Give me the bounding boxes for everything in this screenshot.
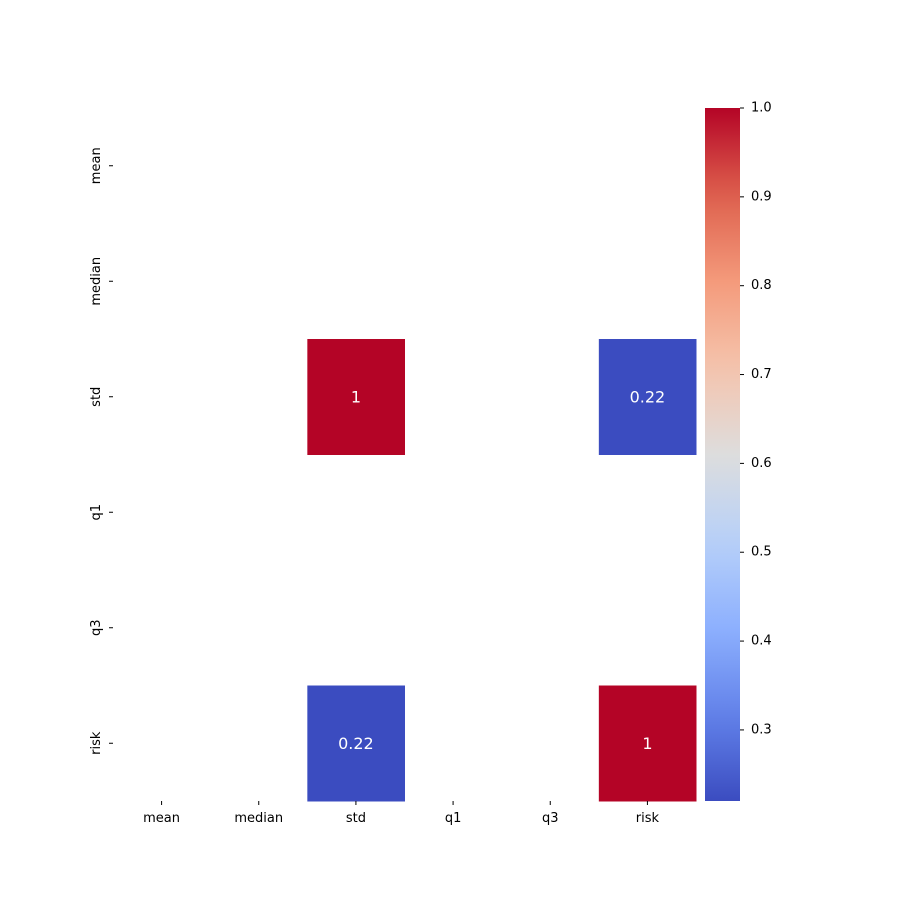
x-tick-label: mean xyxy=(143,811,180,826)
y-tick-label: std xyxy=(89,387,104,407)
heatmap-cell-std-std xyxy=(307,339,405,455)
cell-annotation: 0.22 xyxy=(338,734,374,753)
cell-annotation: 0.22 xyxy=(630,387,666,406)
colorbar: 0.3 0.4 0.5 0.6 0.7 0.8 0.9 1.0 xyxy=(705,101,772,801)
x-tick-label: risk xyxy=(636,811,660,826)
heatmap-cell-risk-std xyxy=(307,685,405,802)
y-tick-label: median xyxy=(89,257,104,306)
colorbar-tick-label: 0.8 xyxy=(751,278,772,293)
x-axis: mean median std q1 q3 risk xyxy=(143,801,660,826)
x-tick-label: median xyxy=(234,811,283,826)
colorbar-tick-label: 0.3 xyxy=(751,722,772,737)
cell-annotation: 1 xyxy=(642,734,652,753)
x-tick-label: q1 xyxy=(445,811,462,826)
heatmap-cell-risk-risk xyxy=(598,685,697,802)
cell-annotation: 1 xyxy=(351,387,361,406)
y-tick-label: mean xyxy=(89,147,104,184)
colorbar-gradient xyxy=(705,108,740,801)
colorbar-tick-label: 1.0 xyxy=(751,101,772,116)
y-tick-label: risk xyxy=(89,731,104,755)
heatmap-annotations: 1 0.22 0.22 1 xyxy=(338,387,665,753)
colorbar-tick-label: 0.7 xyxy=(751,367,772,382)
colorbar-tick-label: 0.4 xyxy=(751,634,772,649)
colorbar-tick-label: 0.6 xyxy=(751,456,772,471)
heatmap-cells xyxy=(307,339,697,802)
y-axis: mean median std q1 q3 risk xyxy=(89,147,113,755)
heatmap-cell-std-risk xyxy=(598,339,697,455)
x-tick-label: q3 xyxy=(542,811,559,826)
x-tick-label: std xyxy=(346,811,366,826)
y-tick-label: q1 xyxy=(89,504,104,521)
y-tick-label: q3 xyxy=(89,619,104,636)
colorbar-tick-label: 0.9 xyxy=(751,189,772,204)
colorbar-tick-label: 0.5 xyxy=(751,545,772,560)
